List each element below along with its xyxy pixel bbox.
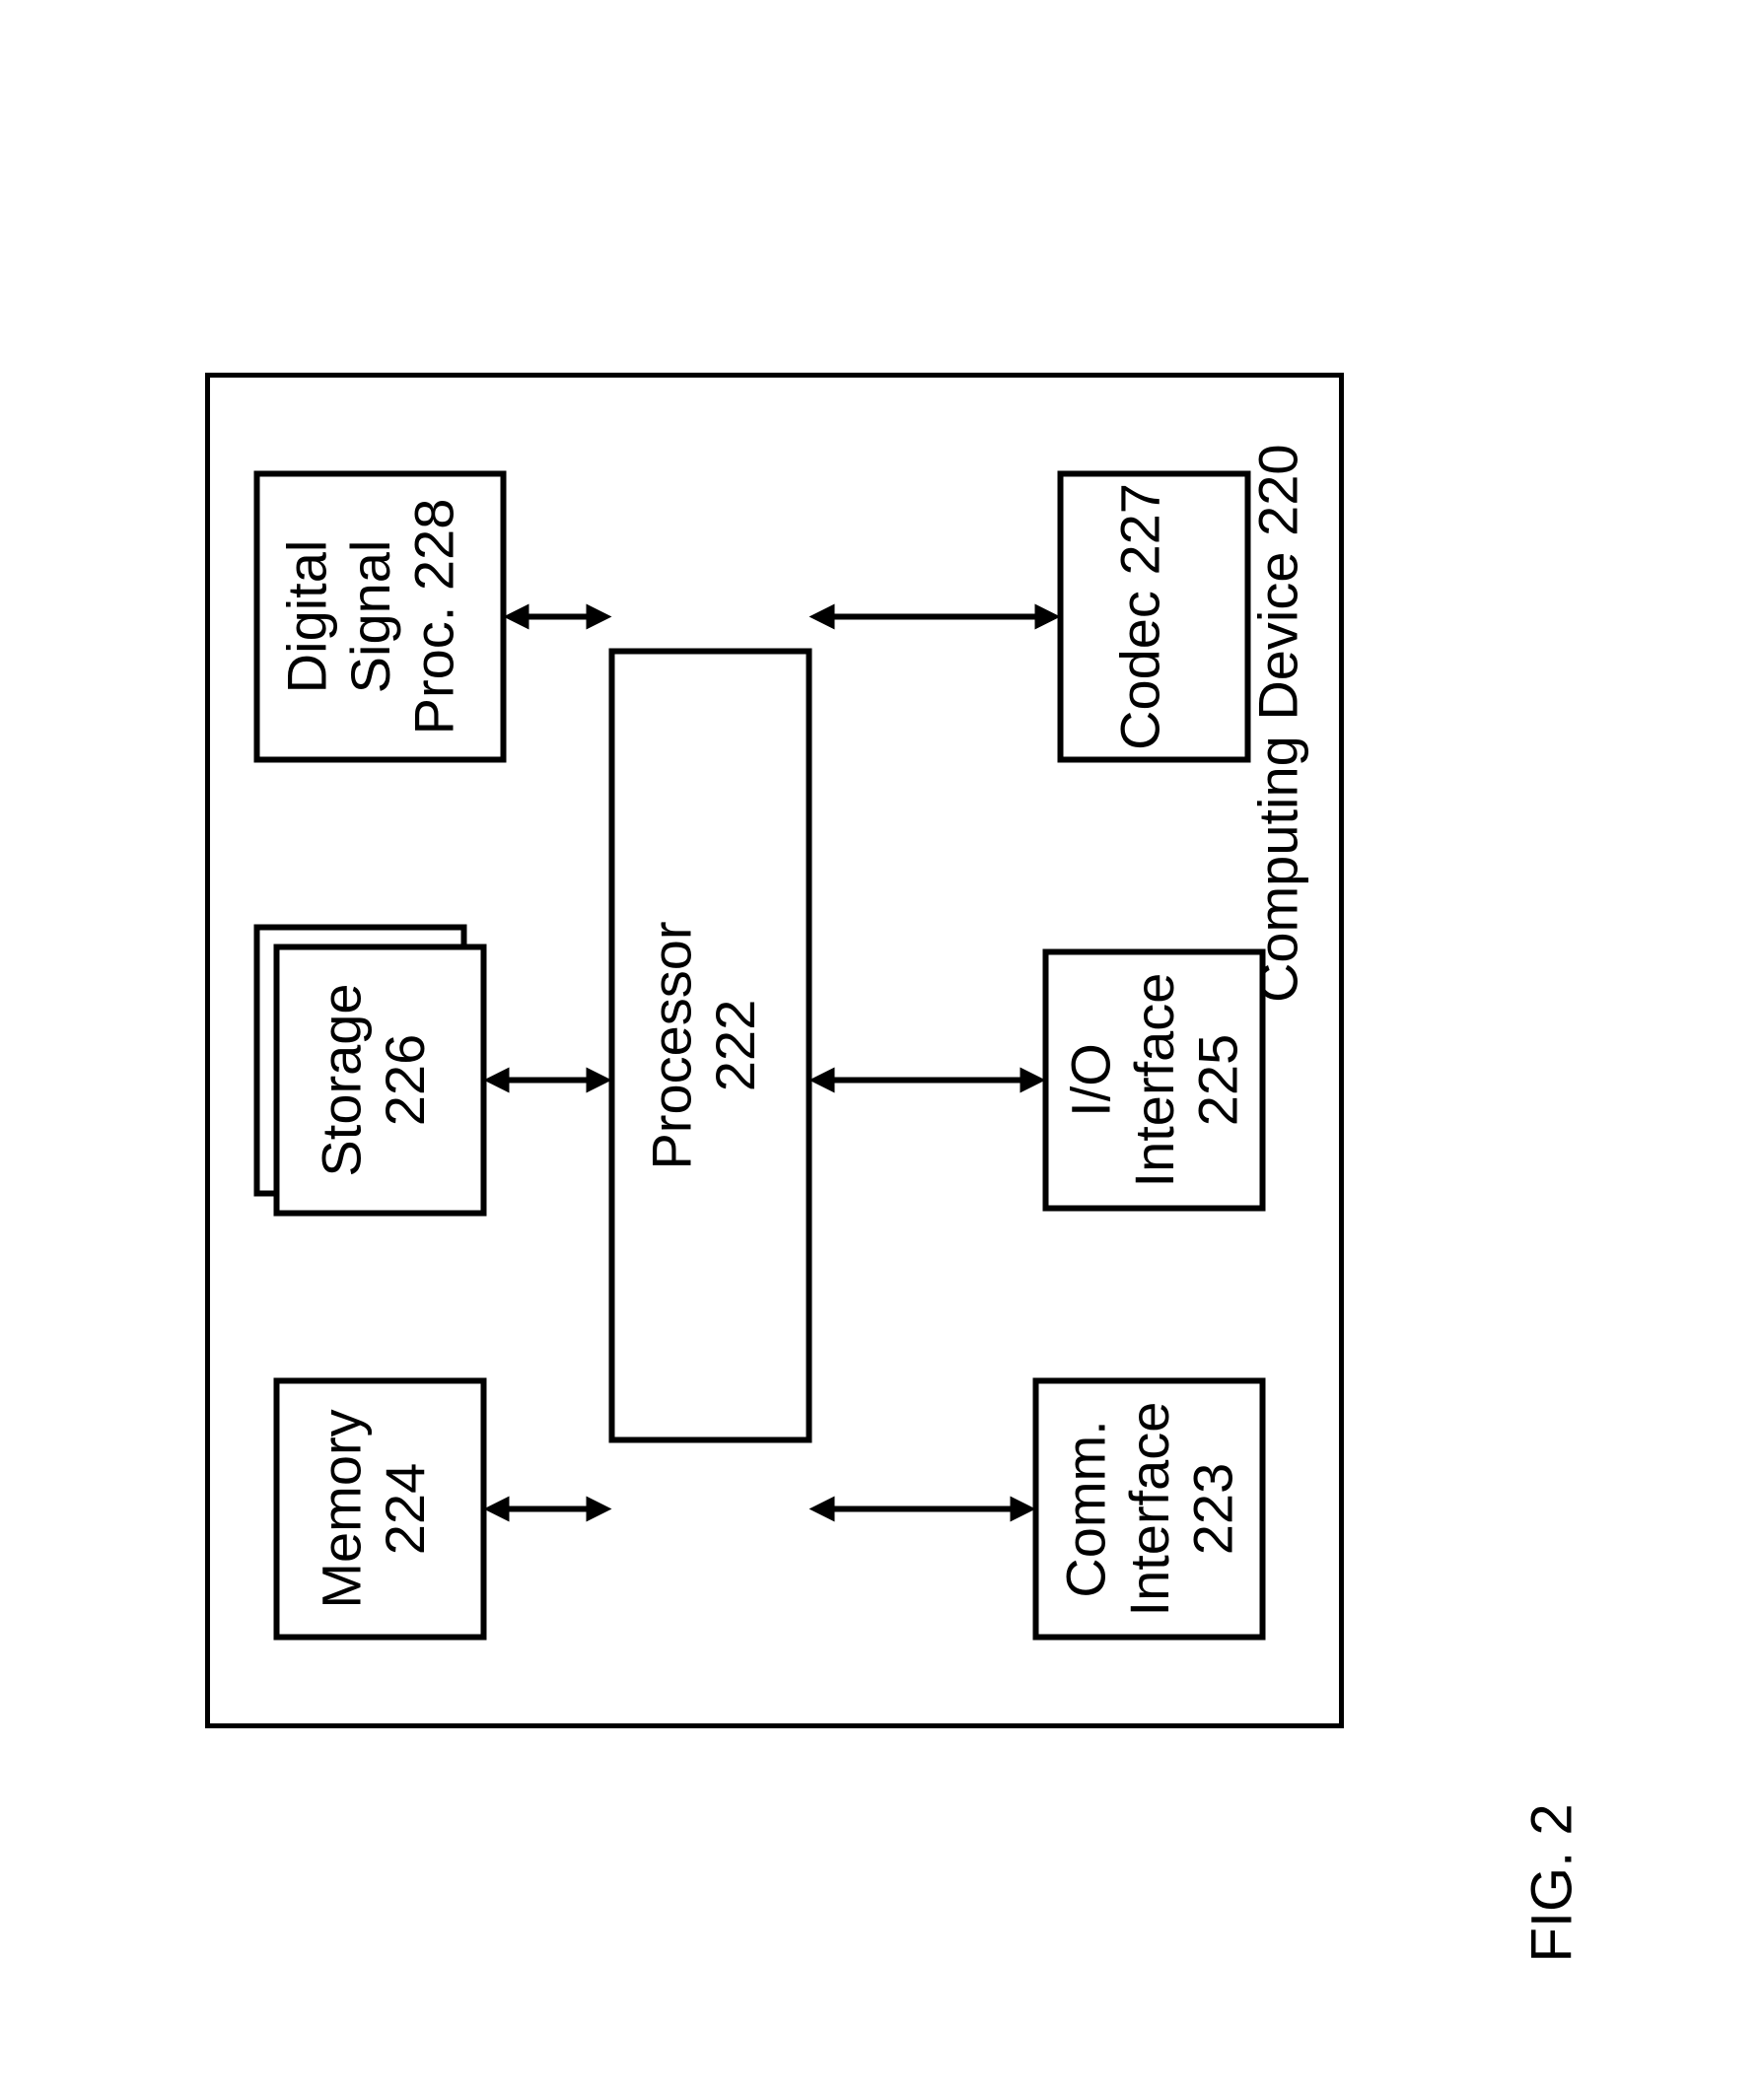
block-diagram-svg: Computing Device 220Processor222Memory22… (0, 0, 1758, 2100)
svg-text:Computing Device 220: Computing Device 220 (1246, 444, 1308, 1003)
diagram-viewport: Computing Device 220Processor222Memory22… (0, 0, 1758, 2100)
figure-label: FIG. 2 (1518, 1803, 1584, 1962)
diagram-scene: Computing Device 220Processor222Memory22… (0, 0, 1758, 2100)
svg-text:Codec 227: Codec 227 (1108, 483, 1170, 750)
